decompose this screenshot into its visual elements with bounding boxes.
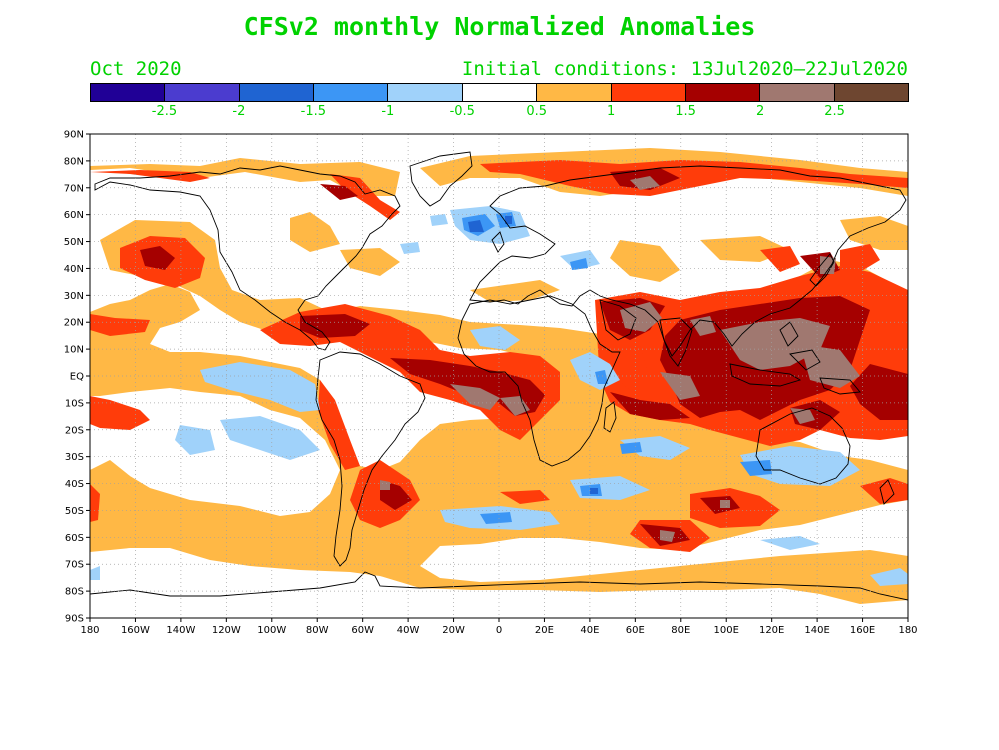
colorbar-label: -0.5 xyxy=(449,104,475,119)
longitude-label: 180 xyxy=(898,625,917,636)
colorbar-segment xyxy=(462,84,538,101)
latitude-label: 60S xyxy=(65,533,84,544)
latitude-label: 20S xyxy=(65,425,84,436)
latitude-labels: 90N 80N 70N 60N 50N 40N 30N 20N 10N EQ 10S 20S 30S 40… xyxy=(64,130,90,625)
colorbar-segment xyxy=(685,84,761,101)
coastlines xyxy=(90,151,908,601)
latitude-label: 50S xyxy=(65,506,84,517)
longitude-label: 80E xyxy=(671,625,690,636)
longitude-label: 120E xyxy=(759,625,784,636)
longitude-label: 0 xyxy=(496,625,502,636)
colorbar-segment xyxy=(165,84,240,101)
longitude-label: 60E xyxy=(626,625,645,636)
longitude-label: 20E xyxy=(535,625,554,636)
colorbar-label: -1.5 xyxy=(300,104,327,119)
colorbar-segment xyxy=(537,84,612,101)
longitude-label: 160W xyxy=(121,625,150,636)
latitude-label: 90N xyxy=(64,130,84,141)
latitude-label: 10S xyxy=(65,398,84,409)
latitude-label: 20N xyxy=(64,318,84,329)
colorbar-label: 0.5 xyxy=(526,104,548,119)
longitude-label: 100W xyxy=(257,625,286,636)
longitude-label: 140E xyxy=(804,625,829,636)
longitude-label: 180 xyxy=(80,625,99,636)
colorbar-label: -2 xyxy=(232,104,246,119)
grid-lines xyxy=(90,134,908,618)
latitude-label: 70N xyxy=(64,183,84,194)
colorbar-label: -2.5 xyxy=(151,104,178,119)
latitude-label: EQ xyxy=(70,372,84,383)
longitude-label: 160E xyxy=(850,625,875,636)
latitude-label: 10N xyxy=(64,345,84,356)
latitude-label: 90S xyxy=(65,614,84,625)
longitude-label: 60W xyxy=(351,625,374,636)
latitude-label: 60N xyxy=(64,210,84,221)
colorbar-label: -1 xyxy=(381,104,395,119)
colorbar-label: 2.5 xyxy=(824,104,845,119)
colorbar-segment xyxy=(91,84,166,101)
longitude-label: 80W xyxy=(306,625,329,636)
page-title: CFSv2 monthly Normalized Anomalies xyxy=(243,12,756,41)
colorbar-label: 2 xyxy=(755,104,765,119)
latitude-label: 30N xyxy=(64,291,84,302)
colorbar-label: 1 xyxy=(607,104,616,119)
longitude-labels: 180 160W 140W 120W 100W 80W 60W 40W 20W 0 20E 40E 60… xyxy=(80,618,918,636)
latitude-label: 50N xyxy=(64,237,84,248)
latitude-label: 30S xyxy=(65,452,84,463)
colorbar-segment xyxy=(388,84,463,101)
longitude-label: 40W xyxy=(397,625,420,636)
longitude-label: 20W xyxy=(442,625,465,636)
longitude-label: 140W xyxy=(166,625,195,636)
colorbar-segment xyxy=(314,84,389,101)
latitude-label: 80N xyxy=(64,156,84,167)
colorbar-segment xyxy=(239,84,315,101)
latitude-label: 40N xyxy=(64,264,84,275)
latitude-label: 40S xyxy=(65,479,84,490)
target-month: Oct 2020 xyxy=(90,58,182,80)
longitude-label: 100E xyxy=(714,625,739,636)
latitude-label: 70S xyxy=(65,560,84,571)
initial-conditions: Initial conditions: 13Jul2020–22Jul2020 xyxy=(461,58,908,80)
colorbar-label: 1.5 xyxy=(675,104,696,119)
longitude-label: 40E xyxy=(580,625,599,636)
colorbar-labels: -2.5 -2 -1.5 -1 -0.5 0.5 1 1.5 2 2.5 xyxy=(90,104,909,120)
colorbar-segment xyxy=(760,84,835,101)
colorbar-segment xyxy=(834,84,908,101)
colorbar xyxy=(90,83,909,102)
longitude-label: 120W xyxy=(212,625,241,636)
colorbar-segment xyxy=(611,84,686,101)
latitude-label: 80S xyxy=(65,587,84,598)
